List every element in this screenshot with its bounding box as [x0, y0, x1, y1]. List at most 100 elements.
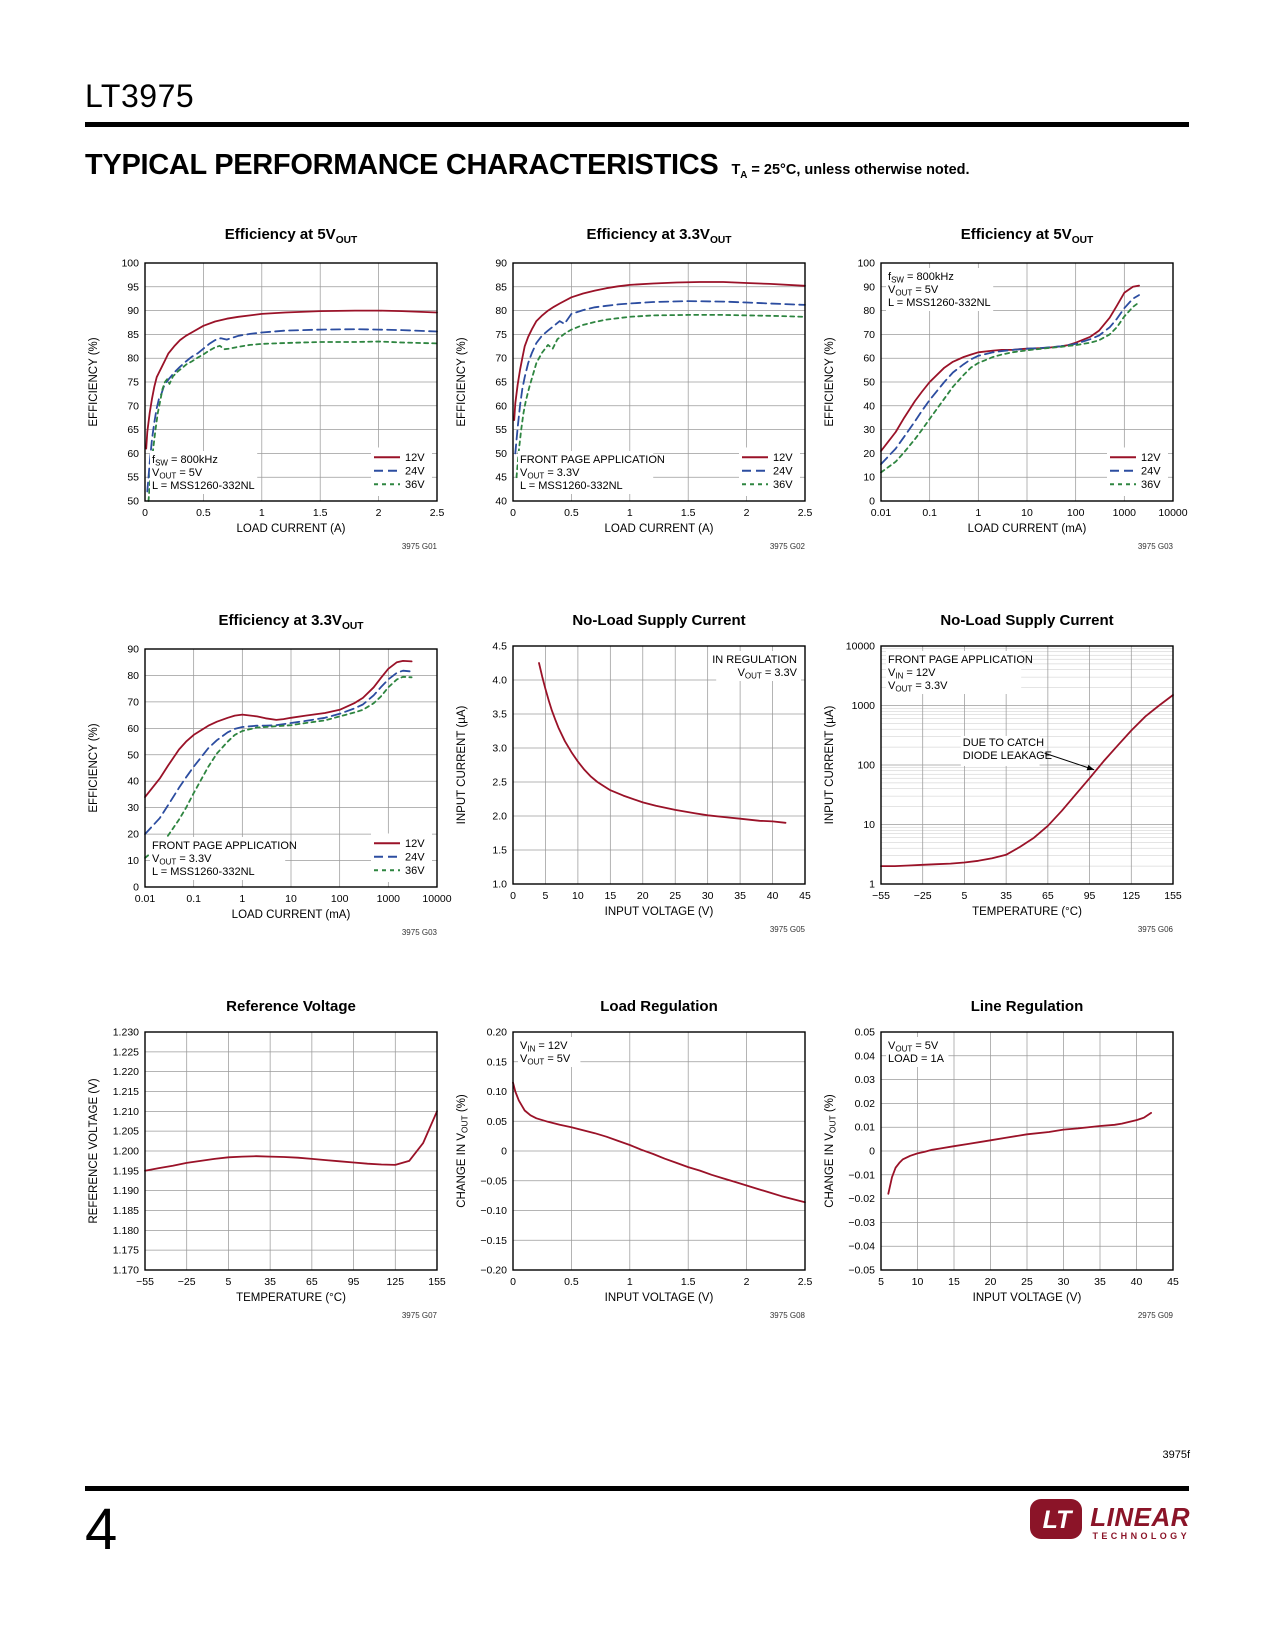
y-axis-label: EFFICIENCY (%)	[88, 723, 100, 812]
y-tick-label: 2.0	[492, 811, 507, 823]
linear-technology-logo: LT LINEAR TECHNOLOGY	[1029, 1497, 1190, 1541]
graph-id: 3975 G05	[770, 925, 806, 934]
x-tick-label: 0	[510, 890, 516, 902]
annotation-text: VOUT = 5V	[888, 1040, 939, 1054]
y-tick-label: 0.04	[855, 1050, 876, 1062]
series-line-36V	[515, 314, 806, 479]
x-tick-label: 35	[264, 1276, 276, 1288]
y-tick-label: 4.5	[492, 641, 507, 653]
y-tick-label: 1.175	[113, 1245, 139, 1257]
page-number: 4	[85, 1497, 118, 1562]
y-tick-label: 85	[495, 281, 507, 293]
x-tick-label: 20	[637, 890, 649, 902]
y-tick-label: 1.200	[113, 1146, 139, 1158]
plot-border	[144, 262, 438, 502]
x-tick-label: −25	[178, 1276, 196, 1288]
y-axis-label: EFFICIENCY (%)	[456, 337, 468, 426]
x-tick-label: 1	[975, 507, 981, 519]
annotation-bg	[886, 651, 1022, 694]
annotation-text: VOUT = 3.3V	[520, 467, 580, 481]
section-title: TYPICAL PERFORMANCE CHARACTERISTICS	[85, 149, 719, 181]
chart-title: No-Load Supply Current	[940, 612, 1114, 629]
y-tick-label: 3.0	[492, 743, 507, 755]
x-tick-label: 45	[799, 890, 811, 902]
y-axis-label: REFERENCE VOLTAGE (V)	[88, 1078, 100, 1223]
y-axis-label: EFFICIENCY (%)	[824, 337, 836, 426]
y-tick-label: 70	[127, 696, 139, 708]
x-tick-label: 25	[1021, 1276, 1033, 1288]
series-line-24V	[880, 294, 1140, 466]
y-axis-label: INPUT CURRENT (µA)	[456, 706, 468, 825]
y-tick-label: −0.20	[480, 1265, 507, 1277]
y-tick-label: −0.01	[848, 1169, 875, 1181]
y-tick-label: 1	[869, 879, 875, 891]
annotation-text: VOUT = 5V	[520, 1053, 571, 1067]
series-line-1	[887, 1112, 1153, 1195]
x-tick-label: 1.5	[681, 507, 696, 519]
x-tick-label: 15	[948, 1276, 960, 1288]
chart-title: Load Regulation	[600, 998, 718, 1015]
x-tick-label: 1000	[377, 893, 401, 905]
y-tick-label: 0	[133, 882, 139, 894]
graph-id: 3975 G03	[402, 928, 438, 937]
chart-cell-9: Line Regulation 5 10 15 20 25 30 35 40 45 0.05 0.04…	[821, 998, 1189, 1384]
annotation-bg	[716, 651, 801, 681]
annotation-bg	[150, 837, 286, 880]
y-tick-label: 50	[495, 448, 507, 460]
plot-border	[144, 1031, 438, 1271]
chart-canvas: 0.01 0.1 1 10 100 1000 10000 0 10 20 30 40 50 60 70 80 9…	[88, 644, 452, 938]
x-tick-label: 20	[985, 1276, 997, 1288]
plot-border	[880, 1031, 1174, 1271]
x-tick-label: 0.5	[196, 507, 211, 519]
chart-cell-6: No-Load Supply Current −55 −25 5 35 65 95 125 15…	[821, 612, 1189, 998]
x-tick-label: 25	[669, 890, 681, 902]
y-tick-label: 40	[495, 496, 507, 508]
annotation-text: L = MSS1260-332NL	[520, 480, 623, 492]
callout-arrowhead-icon	[1086, 764, 1095, 771]
y-tick-label: 70	[495, 353, 507, 365]
y-tick-label: 40	[863, 400, 875, 412]
y-tick-label: 1.230	[113, 1027, 139, 1039]
y-tick-label: 60	[127, 723, 139, 735]
y-tick-label: 75	[495, 329, 507, 341]
series-line-24V	[146, 328, 438, 493]
y-tick-label: 0.01	[855, 1122, 876, 1134]
y-tick-label: 0.02	[855, 1098, 876, 1110]
y-tick-label: 90	[127, 305, 139, 317]
x-tick-label: 1000	[1113, 507, 1137, 519]
plot-border	[512, 1031, 806, 1271]
x-tick-label: 10	[912, 1276, 924, 1288]
chart-canvas: −55 −25 5 35 65 95 125 155 1 10 100 1000 10000 FRONT …	[824, 641, 1182, 935]
legend-label: 24V	[773, 465, 793, 477]
x-tick-label: 2	[744, 1276, 750, 1288]
x-tick-label: 0.1	[922, 507, 937, 519]
x-tick-label: 5	[543, 890, 549, 902]
y-tick-label: 10	[127, 855, 139, 867]
y-tick-label: 20	[127, 829, 139, 841]
series-line-36V	[880, 301, 1140, 474]
y-tick-label: 60	[495, 400, 507, 412]
y-tick-label: 60	[863, 353, 875, 365]
chart-canvas: 0 5 10 15 20 25 30 35 40 45 1.0 1.5 2.0 2.5 3.0 3.5 4.0 4…	[456, 641, 811, 935]
y-tick-label: 65	[127, 424, 139, 436]
x-tick-label: 0	[510, 1276, 516, 1288]
annotation-text: VOUT = 3.3V	[152, 853, 212, 867]
y-tick-label: 1.190	[113, 1185, 139, 1197]
y-tick-label: 1.180	[113, 1225, 139, 1237]
chart-canvas: 0 0.5 1 1.5 2 2.5 50 55 60 65 70 75 80 85 90 95 100 fSW =…	[88, 258, 444, 552]
annotation-bg	[886, 1037, 949, 1067]
chart-cell-3: Efficiency at 5VOUT 0.01 0.1 1 10 100 1000 1000…	[821, 226, 1189, 612]
annotation-text: FRONT PAGE APPLICATION	[520, 454, 665, 466]
x-tick-label: 1.5	[681, 1276, 696, 1288]
annotation-text: fSW = 800kHz	[152, 454, 218, 468]
chart-canvas: 5 10 15 20 25 30 35 40 45 0.05 0.04 0.03 0.02 0.01 0 −0…	[824, 1027, 1179, 1321]
y-tick-label: 1.225	[113, 1046, 139, 1058]
y-tick-label: 1.220	[113, 1066, 139, 1078]
graph-id: 3975 G06	[1138, 925, 1174, 934]
legend-label: 36V	[1141, 479, 1161, 491]
x-tick-label: 0.01	[135, 893, 156, 905]
x-tick-label: 10000	[1158, 507, 1187, 519]
y-tick-label: 10000	[846, 641, 875, 653]
x-tick-label: 1	[259, 507, 265, 519]
x-tick-label: 1.5	[313, 507, 328, 519]
